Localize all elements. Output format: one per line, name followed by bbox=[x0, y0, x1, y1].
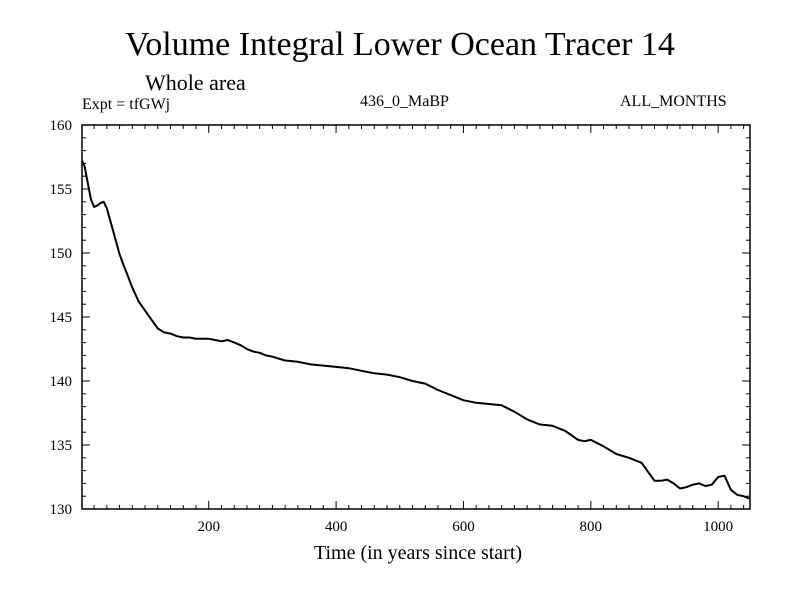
plot-frame bbox=[81, 124, 751, 510]
x-tick-label: 400 bbox=[325, 519, 348, 535]
x-tick-label: 800 bbox=[580, 519, 603, 535]
run-label: 436_0_MaBP bbox=[360, 93, 449, 110]
y-tick-label: 150 bbox=[50, 246, 73, 262]
y-tick-label: 155 bbox=[50, 182, 73, 198]
chart-subtitle: Whole area bbox=[145, 70, 246, 95]
y-tick-label: 160 bbox=[50, 118, 73, 134]
y-tick-label: 140 bbox=[50, 374, 73, 390]
x-tick-label: 1000 bbox=[703, 519, 733, 535]
series-line bbox=[81, 160, 751, 500]
y-tick-label: 145 bbox=[50, 310, 73, 326]
y-tick-label: 135 bbox=[50, 438, 73, 454]
x-axis-label: Time (in years since start) bbox=[313, 542, 523, 564]
experiment-label: Expt = tfGWj bbox=[82, 96, 171, 113]
months-label: ALL_MONTHS bbox=[620, 93, 727, 110]
y-tick-label: 130 bbox=[50, 502, 73, 518]
chart-title: Volume Integral Lower Ocean Tracer 14 bbox=[125, 26, 675, 63]
x-tick-label: 200 bbox=[197, 519, 220, 535]
x-tick-label: 600 bbox=[452, 519, 475, 535]
